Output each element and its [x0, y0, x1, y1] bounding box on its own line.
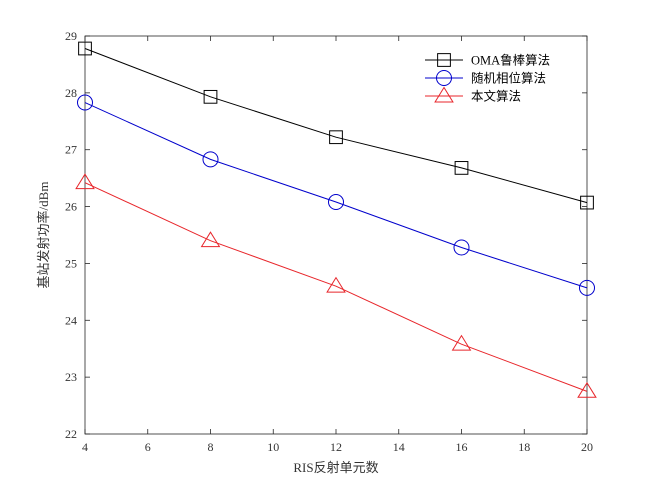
series-0 [78, 41, 594, 210]
plot-frame [84, 35, 588, 435]
data-point [326, 276, 346, 293]
data-point [77, 94, 93, 111]
data-point [203, 89, 218, 104]
y-tick-label: 24 [65, 313, 77, 327]
data-point [329, 130, 343, 145]
data-point [454, 161, 469, 175]
x-tick-label: 4 [82, 440, 88, 454]
x-tick-label: 20 [581, 440, 593, 454]
y-tick-label: 26 [65, 200, 77, 214]
data-point [453, 239, 470, 256]
legend-label: 随机相位算法 [471, 71, 546, 86]
y-tick-label: 28 [65, 86, 77, 100]
x-tick-label: 18 [518, 440, 530, 454]
x-tick-label: 8 [208, 440, 214, 454]
legend-item-0: OMA鲁棒算法 [425, 53, 550, 68]
x-tick-label: 16 [456, 440, 468, 454]
y-tick-label: 25 [65, 256, 77, 270]
series-line [84, 48, 588, 204]
data-point [451, 334, 472, 351]
axes: 4 6 8 10 12 14 16 18 20 22 23 24 25 26 27 28 29 [65, 29, 593, 454]
legend-marker [437, 53, 451, 67]
x-tick-label: 14 [393, 440, 405, 454]
data-point [202, 151, 219, 168]
legend-item-1: 随机相位算法 [425, 70, 546, 86]
x-axis-label: RIS反射单元数 [293, 460, 378, 475]
data-point [75, 173, 95, 190]
legend-marker [436, 70, 452, 86]
y-tick-label: 29 [65, 29, 77, 43]
data-point [580, 195, 594, 210]
series-group [75, 41, 597, 398]
y-tick-label: 23 [65, 370, 77, 384]
x-tick-label: 10 [267, 440, 279, 454]
data-point [200, 231, 221, 248]
series-line [84, 102, 588, 289]
series-1 [77, 94, 595, 296]
legend-item-2: 本文算法 [425, 86, 521, 104]
series-2 [75, 173, 597, 398]
y-tick-label: 27 [65, 143, 77, 157]
plot-area [84, 35, 588, 435]
data-point [577, 381, 597, 398]
y-axis-label: 基站发射功率/dBm [36, 182, 51, 289]
legend-label: OMA鲁棒算法 [471, 53, 550, 68]
data-point [579, 279, 595, 296]
legend-marker [434, 86, 454, 103]
y-tick-label: 22 [65, 427, 77, 441]
x-tick-label: 12 [330, 440, 342, 454]
x-tick-label: 6 [145, 440, 151, 454]
series-line [84, 182, 588, 392]
legend-label: 本文算法 [471, 89, 521, 104]
data-point [328, 194, 344, 211]
data-point [78, 41, 92, 56]
